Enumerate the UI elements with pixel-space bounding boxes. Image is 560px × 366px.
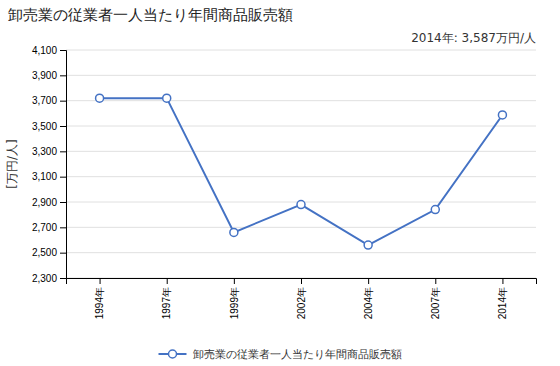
y-tick-mark (60, 50, 66, 51)
y-tick-mark (60, 253, 66, 254)
y-tick-label: 3,500 (32, 121, 57, 132)
y-tick-label: 3,900 (32, 70, 57, 81)
y-tick-label: 2,300 (32, 273, 57, 284)
point (364, 241, 372, 249)
grid-line (66, 75, 536, 76)
y-tick-mark (60, 126, 66, 127)
point (498, 111, 506, 119)
y-tick-label: 2,700 (32, 222, 57, 233)
y-tick-mark (60, 227, 66, 228)
x-tick: 1994年 (94, 278, 105, 319)
x-tick-mark (435, 278, 436, 284)
marks (96, 94, 507, 249)
x-tick: 1997年 (161, 278, 172, 319)
grid-line (66, 100, 536, 101)
y-tick: 2,700 (32, 222, 66, 233)
y-tick-label: 4,100 (32, 45, 57, 56)
y-tick-label: 2,500 (32, 247, 57, 258)
x-tick: 2007年 (430, 278, 441, 319)
grid-line (66, 252, 536, 253)
grid (66, 50, 536, 278)
x-tick-mark (502, 278, 503, 284)
x-tick-label: 2004年 (363, 287, 374, 319)
annotation: 2014年: 3,587万円/人 (411, 31, 536, 45)
x-axis-line (67, 279, 537, 285)
y-tick-mark (60, 202, 66, 203)
y-tick-label: 3,100 (32, 171, 57, 182)
y-tick-mark (60, 177, 66, 178)
plot: 2,300 2,500 2,700 2,900 3,100 3,300 3,500 3,700… (32, 45, 537, 320)
x-tick-mark (368, 278, 369, 284)
point (297, 201, 305, 209)
x-tick-label: 2007年 (430, 287, 441, 319)
x-tick: 2004年 (363, 278, 374, 319)
point (96, 94, 104, 102)
y-tick-label: 3,300 (32, 146, 57, 157)
y-label: [万円/人] (5, 139, 19, 188)
y-tick: 3,100 (32, 171, 66, 182)
series-line (100, 98, 503, 245)
y-tick-label: 3,700 (32, 95, 57, 106)
x-tick-label: 2014年 (497, 287, 508, 319)
x-tick-mark (167, 278, 168, 284)
x-tick-label: 1999年 (229, 287, 240, 319)
x-tick-mark (234, 278, 235, 284)
y-tick-label: 2,900 (32, 197, 57, 208)
grid-line (66, 151, 536, 152)
grid-line (66, 126, 536, 127)
x-axis: 1994年 1997年 1999年 2002年 2004年 2007年 2014年 (67, 278, 537, 319)
x-tick: 2014年 (497, 278, 508, 319)
y-axis-line (60, 51, 67, 279)
legend-marker (169, 350, 177, 358)
x-tick-label: 1994年 (94, 287, 105, 319)
point (431, 206, 439, 214)
title: 卸売業の従業者一人当たり年間商品販売額 (8, 6, 293, 24)
chart: 2,300 2,500 2,700 2,900 3,100 3,300 3,500 3,700… (0, 0, 560, 366)
y-tick: 2,500 (32, 247, 66, 258)
grid-line (66, 176, 536, 177)
x-tick-label: 2002年 (296, 287, 307, 319)
legend-item: 卸売業の従業者一人当たり年間商品販売額 (159, 348, 402, 361)
y-tick-mark (60, 151, 66, 152)
y-tick: 3,500 (32, 121, 66, 132)
x-tick-mark (100, 278, 101, 284)
x-tick: 2002年 (296, 278, 307, 319)
x-tick-label: 1997年 (161, 287, 172, 319)
y-tick-mark (60, 75, 66, 76)
point (163, 94, 171, 102)
y-axis: 2,300 2,500 2,700 2,900 3,100 3,300 3,500 3,700… (32, 45, 67, 284)
y-tick-mark (60, 101, 66, 102)
x-tick-mark (301, 278, 302, 284)
y-tick: 3,700 (32, 95, 66, 106)
y-tick: 3,900 (32, 70, 66, 81)
y-tick: 4,100 (32, 45, 66, 56)
grid-line (66, 50, 536, 51)
legend: 卸売業の従業者一人当たり年間商品販売額 (159, 348, 402, 361)
grid-line (66, 227, 536, 228)
y-tick-mark (60, 278, 66, 279)
y-tick: 2,300 (32, 273, 66, 284)
x-tick: 1999年 (229, 278, 240, 319)
y-tick: 2,900 (32, 197, 66, 208)
legend-label: 卸売業の従業者一人当たり年間商品販売額 (193, 348, 402, 361)
y-tick: 3,300 (32, 146, 66, 157)
point (230, 228, 238, 236)
